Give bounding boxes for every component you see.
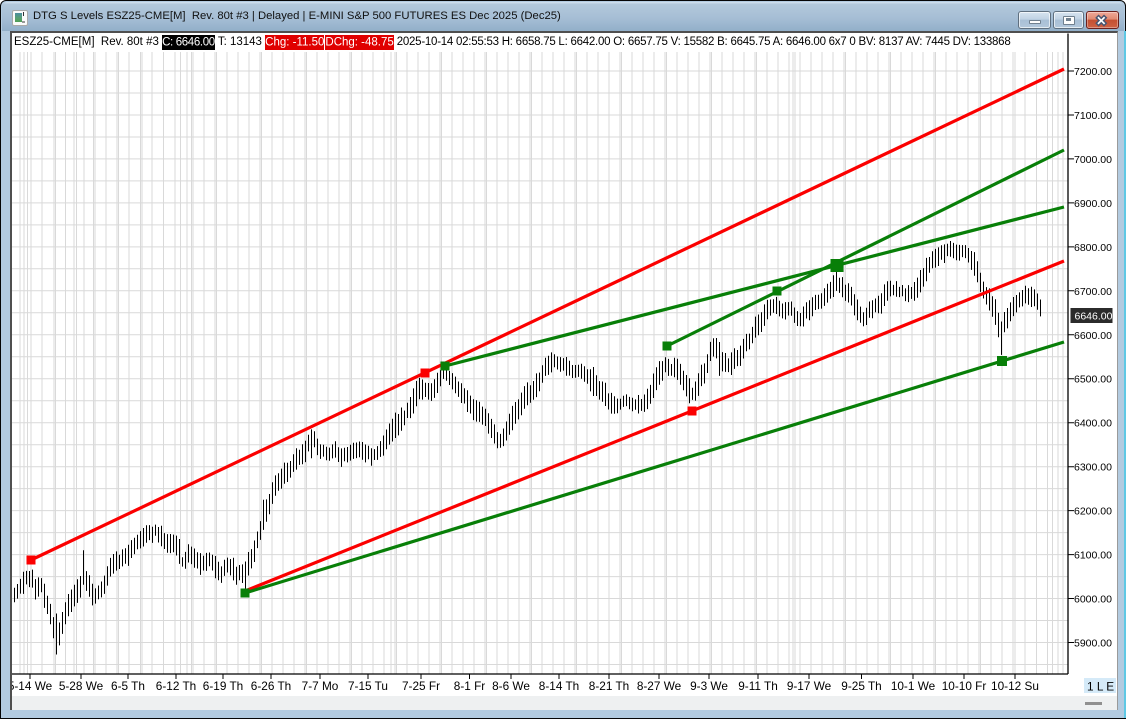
- svg-text:8-14 Th: 8-14 Th: [539, 679, 579, 693]
- svg-text:7000.00: 7000.00: [1074, 154, 1112, 166]
- svg-text:9-25 Th: 9-25 Th: [841, 679, 881, 693]
- svg-text:6300.00: 6300.00: [1074, 462, 1112, 474]
- svg-text:6200.00: 6200.00: [1074, 506, 1112, 518]
- svg-text:6646.00: 6646.00: [1075, 311, 1113, 323]
- svg-text:8-1 Fr: 8-1 Fr: [454, 679, 486, 693]
- svg-text:9-11 Th: 9-11 Th: [738, 679, 778, 693]
- svg-text:8-27 We: 8-27 We: [637, 679, 682, 693]
- svg-text:7-7 Mo: 7-7 Mo: [302, 679, 339, 693]
- svg-text:10-12 Su: 10-12 Su: [991, 679, 1039, 693]
- svg-text:6-5 Th: 6-5 Th: [111, 679, 145, 693]
- svg-text:6900.00: 6900.00: [1074, 198, 1112, 210]
- svg-text:6400.00: 6400.00: [1074, 418, 1112, 430]
- svg-text:7100.00: 7100.00: [1074, 110, 1112, 122]
- svg-text:9-17 We: 9-17 We: [787, 679, 832, 693]
- svg-text:6700.00: 6700.00: [1074, 286, 1112, 298]
- svg-text:10-10 Fr: 10-10 Fr: [942, 679, 987, 693]
- svg-text:9-3 We: 9-3 We: [690, 679, 728, 693]
- svg-text:6800.00: 6800.00: [1074, 242, 1112, 254]
- svg-text:6600.00: 6600.00: [1074, 330, 1112, 342]
- svg-text:6500.00: 6500.00: [1074, 374, 1112, 386]
- svg-text:5900.00: 5900.00: [1074, 638, 1112, 650]
- svg-text:8-21 Th: 8-21 Th: [589, 679, 629, 693]
- svg-text:1 L E: 1 L E: [1087, 680, 1114, 694]
- svg-text:6100.00: 6100.00: [1074, 550, 1112, 562]
- svg-text:5-28 We: 5-28 We: [59, 679, 104, 693]
- svg-text:7-25 Fr: 7-25 Fr: [402, 679, 440, 693]
- svg-text:6-12 Th: 6-12 Th: [156, 679, 196, 693]
- svg-text:6-26 Th: 6-26 Th: [251, 679, 291, 693]
- svg-text:5-14 We: 5-14 We: [12, 679, 53, 693]
- svg-text:6-19 Th: 6-19 Th: [203, 679, 243, 693]
- svg-text:7200.00: 7200.00: [1074, 66, 1112, 78]
- svg-text:8-6 We: 8-6 We: [492, 679, 530, 693]
- svg-text:7-15 Tu: 7-15 Tu: [348, 679, 388, 693]
- svg-text:6000.00: 6000.00: [1074, 594, 1112, 606]
- svg-text:10-1 We: 10-1 We: [891, 679, 936, 693]
